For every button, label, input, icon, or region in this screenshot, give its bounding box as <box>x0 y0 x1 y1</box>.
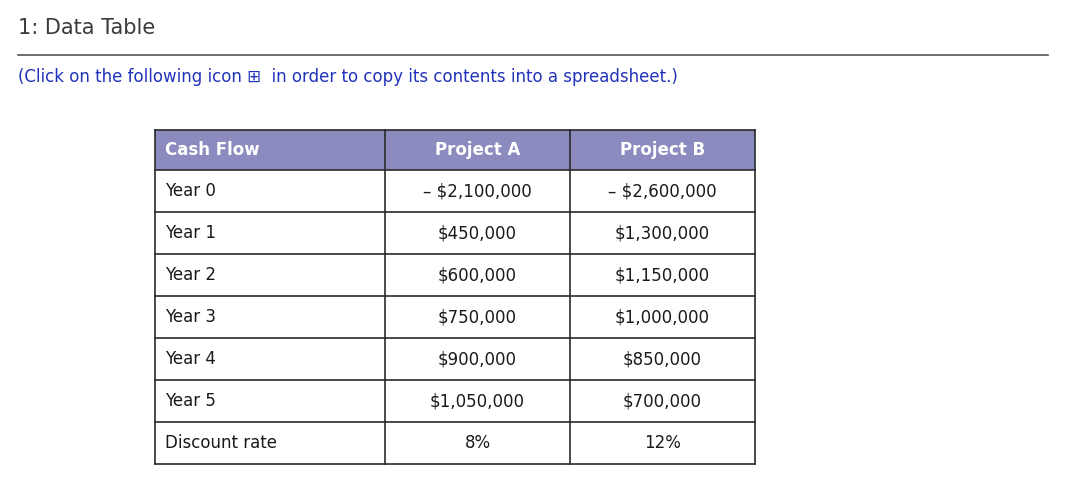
Text: $600,000: $600,000 <box>438 266 517 284</box>
Text: Discount rate: Discount rate <box>165 434 277 452</box>
Text: $900,000: $900,000 <box>438 350 517 368</box>
Bar <box>155 170 385 212</box>
Text: $1,000,000: $1,000,000 <box>615 308 710 326</box>
Text: – $2,100,000: – $2,100,000 <box>423 182 532 200</box>
Text: Year 0: Year 0 <box>165 182 216 200</box>
Text: 1: Data Table: 1: Data Table <box>18 18 156 38</box>
Text: $700,000: $700,000 <box>623 392 702 410</box>
Bar <box>385 338 570 380</box>
Text: 12%: 12% <box>644 434 681 452</box>
Bar <box>155 130 385 170</box>
Text: Year 4: Year 4 <box>165 350 216 368</box>
Text: $850,000: $850,000 <box>623 350 702 368</box>
Text: Year 5: Year 5 <box>165 392 216 410</box>
Bar <box>385 296 570 338</box>
Text: $450,000: $450,000 <box>438 224 517 242</box>
Text: $750,000: $750,000 <box>438 308 517 326</box>
Bar <box>155 338 385 380</box>
Bar <box>570 296 755 338</box>
Bar <box>155 296 385 338</box>
Text: $1,150,000: $1,150,000 <box>615 266 710 284</box>
Bar <box>570 212 755 254</box>
Text: – $2,600,000: – $2,600,000 <box>609 182 716 200</box>
Text: Project B: Project B <box>620 141 705 159</box>
Bar <box>155 422 385 464</box>
Bar <box>570 338 755 380</box>
Text: Year 2: Year 2 <box>165 266 216 284</box>
Text: $1,300,000: $1,300,000 <box>615 224 710 242</box>
Bar <box>385 212 570 254</box>
Text: Year 3: Year 3 <box>165 308 216 326</box>
Text: Cash Flow: Cash Flow <box>165 141 260 159</box>
Text: Year 1: Year 1 <box>165 224 216 242</box>
Text: Project A: Project A <box>435 141 520 159</box>
Text: (Click on the following icon ⊞  in order to copy its contents into a spreadsheet: (Click on the following icon ⊞ in order … <box>18 68 678 86</box>
Bar <box>385 170 570 212</box>
Bar <box>385 130 570 170</box>
Bar <box>570 130 755 170</box>
Text: $1,050,000: $1,050,000 <box>430 392 524 410</box>
Bar <box>570 380 755 422</box>
Bar <box>385 254 570 296</box>
Bar <box>155 254 385 296</box>
Bar <box>570 422 755 464</box>
Bar <box>155 380 385 422</box>
Bar <box>570 254 755 296</box>
Bar <box>570 170 755 212</box>
Text: 8%: 8% <box>465 434 490 452</box>
Bar <box>155 212 385 254</box>
Bar <box>385 422 570 464</box>
Bar <box>385 380 570 422</box>
